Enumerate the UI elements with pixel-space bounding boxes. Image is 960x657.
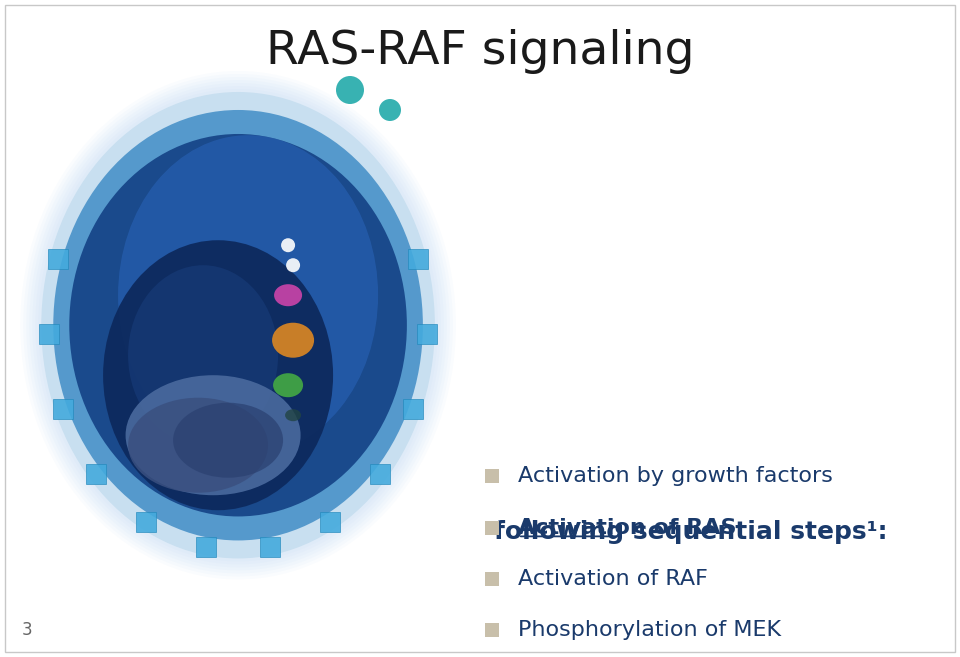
FancyBboxPatch shape xyxy=(260,537,280,557)
FancyBboxPatch shape xyxy=(486,623,499,637)
FancyBboxPatch shape xyxy=(486,572,499,586)
Ellipse shape xyxy=(23,74,453,576)
Ellipse shape xyxy=(103,240,333,510)
Circle shape xyxy=(336,76,364,104)
Ellipse shape xyxy=(128,397,268,493)
Ellipse shape xyxy=(273,373,303,397)
Ellipse shape xyxy=(29,80,446,570)
Ellipse shape xyxy=(20,71,456,579)
FancyBboxPatch shape xyxy=(403,399,423,419)
FancyBboxPatch shape xyxy=(196,537,216,557)
Text: Activation of RAS: Activation of RAS xyxy=(518,518,736,537)
FancyBboxPatch shape xyxy=(486,469,499,484)
FancyBboxPatch shape xyxy=(48,248,68,269)
FancyBboxPatch shape xyxy=(321,512,340,532)
FancyBboxPatch shape xyxy=(408,248,428,269)
Ellipse shape xyxy=(41,92,435,558)
Ellipse shape xyxy=(128,265,278,445)
Ellipse shape xyxy=(33,83,444,568)
Ellipse shape xyxy=(285,409,301,421)
Circle shape xyxy=(281,238,295,252)
Circle shape xyxy=(286,258,300,272)
FancyBboxPatch shape xyxy=(486,520,499,535)
Text: 3: 3 xyxy=(22,621,33,639)
Text: Activation by growth factors: Activation by growth factors xyxy=(518,466,833,486)
Ellipse shape xyxy=(126,375,300,495)
Ellipse shape xyxy=(54,110,422,541)
Text: Activation of RAF: Activation of RAF xyxy=(518,569,708,589)
Text: following sequential steps¹:: following sequential steps¹: xyxy=(494,520,888,544)
Text: RAS-RAF signaling: RAS-RAF signaling xyxy=(266,30,694,74)
Text: Phosphorylation of MEK: Phosphorylation of MEK xyxy=(518,620,781,640)
FancyBboxPatch shape xyxy=(370,464,390,484)
FancyBboxPatch shape xyxy=(136,512,156,532)
FancyBboxPatch shape xyxy=(86,464,107,484)
FancyBboxPatch shape xyxy=(53,399,73,419)
Ellipse shape xyxy=(69,134,407,516)
Circle shape xyxy=(379,99,401,121)
Ellipse shape xyxy=(272,323,314,357)
Ellipse shape xyxy=(275,284,302,306)
FancyBboxPatch shape xyxy=(39,325,60,344)
Ellipse shape xyxy=(173,403,283,478)
Ellipse shape xyxy=(36,86,441,564)
Ellipse shape xyxy=(38,89,438,562)
FancyBboxPatch shape xyxy=(417,325,437,344)
Ellipse shape xyxy=(118,135,378,455)
Ellipse shape xyxy=(26,77,450,574)
